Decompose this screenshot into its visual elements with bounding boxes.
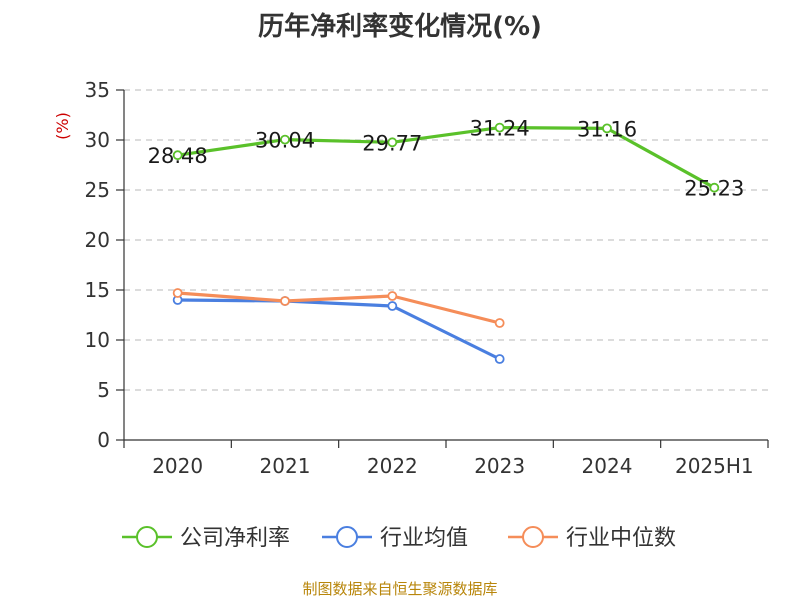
data-point	[494, 354, 505, 364]
data-point	[709, 182, 720, 193]
x-tick-label: 2023	[474, 454, 525, 478]
y-axis-ticks: 0 5 10 15 20 25 30 35	[85, 78, 110, 452]
legend-label: 行业中位数	[566, 526, 676, 551]
data-label: 31.24	[470, 117, 530, 141]
y-tick-label: 10	[85, 328, 110, 352]
data-point	[602, 123, 612, 134]
y-axis-unit-label: (%)	[53, 112, 72, 140]
x-axis-ticks: 2020 2021 2022 2023 2024 2025H1	[152, 454, 753, 478]
data-point	[280, 296, 290, 306]
chart-title: 历年净利率变化情况(%)	[258, 12, 542, 42]
data-point	[494, 318, 505, 328]
legend-marker-icon	[136, 526, 158, 548]
data-label: 31.16	[577, 117, 637, 141]
y-tick-label: 35	[85, 78, 110, 102]
x-tick-label: 2022	[367, 454, 418, 478]
x-tick-label: 2024	[582, 454, 633, 478]
data-point	[172, 288, 183, 298]
data-label: 29.77	[362, 131, 422, 155]
y-tick-label: 30	[85, 128, 110, 152]
axes	[116, 89, 769, 448]
data-point	[280, 134, 290, 145]
series-line-1	[177, 298, 501, 361]
y-tick-label: 20	[85, 228, 110, 252]
data-point	[172, 150, 183, 161]
data-label: 28.48	[148, 144, 208, 168]
data-label: 25.23	[684, 177, 744, 201]
data-point	[387, 301, 398, 311]
grid-lines	[124, 89, 768, 391]
x-tick-label: 2020	[152, 454, 203, 478]
y-tick-label: 0	[97, 428, 110, 452]
series-line-2	[177, 291, 501, 325]
source-note: 制图数据来自恒生聚源数据库	[302, 580, 498, 598]
legend-label: 行业均值	[380, 526, 468, 551]
y-tick-label: 15	[85, 278, 110, 302]
x-tick-label: 2025H1	[675, 454, 754, 478]
data-point	[387, 291, 398, 301]
legend-marker-icon	[522, 526, 544, 548]
series-group: 28.48 30.04 29.77 31.24 31.16 25.23	[148, 117, 744, 364]
legend-label: 公司净利率	[180, 526, 290, 551]
legend-marker-icon	[336, 526, 358, 548]
y-tick-label: 25	[85, 178, 110, 202]
x-tick-label: 2021	[260, 454, 311, 478]
y-tick-label: 5	[97, 378, 110, 402]
data-point	[387, 137, 398, 148]
legend: 公司净利率 行业均值 行业中位数	[122, 526, 676, 551]
series-line-0	[177, 125, 716, 190]
data-point	[494, 122, 505, 133]
data-label: 30.04	[255, 129, 315, 153]
